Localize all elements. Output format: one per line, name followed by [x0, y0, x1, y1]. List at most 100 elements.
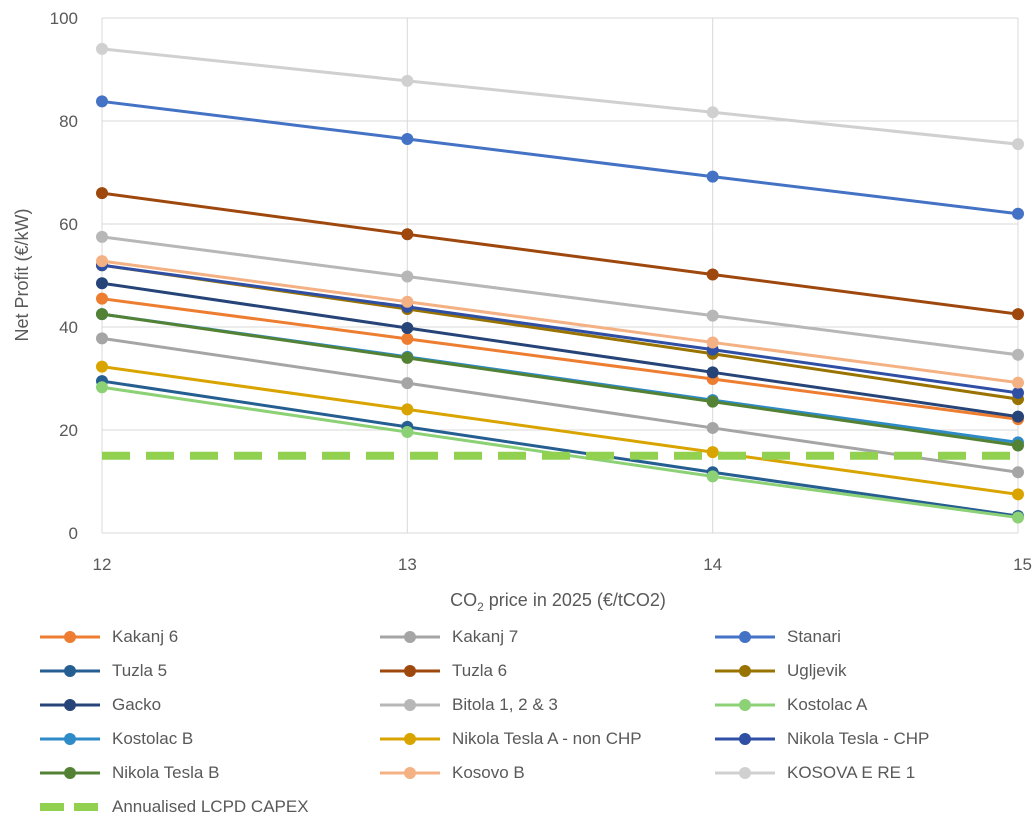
- legend-label: Kakanj 7: [452, 627, 519, 646]
- legend-swatch-marker: [404, 699, 416, 711]
- legend-swatch: [380, 631, 440, 643]
- y-tick-label: 60: [59, 215, 78, 234]
- legend-swatch: [715, 665, 775, 677]
- legend-item: Tuzla 6: [378, 658, 507, 684]
- y-tick-label: 40: [59, 318, 78, 337]
- legend-label: Tuzla 5: [112, 661, 168, 680]
- series-line: [101, 99, 1019, 216]
- legend-label: Nikola Tesla B: [112, 763, 220, 782]
- series-2: [96, 95, 1024, 220]
- legend-swatch: [40, 699, 100, 711]
- data-point: [401, 133, 414, 146]
- data-point: [706, 309, 719, 322]
- x-tick-label: 13: [398, 555, 417, 574]
- legend-item: Tuzla 5: [38, 658, 167, 684]
- data-point: [706, 421, 719, 434]
- legend-label: Kakanj 6: [112, 627, 179, 646]
- data-point: [1012, 138, 1024, 151]
- legend-item: Annualised LCPD CAPEX: [38, 794, 309, 820]
- legend-label: KOSOVA E RE 1: [787, 763, 916, 782]
- legend-swatch-marker: [64, 699, 76, 711]
- data-point: [1012, 466, 1024, 479]
- legend-swatch: [40, 665, 100, 677]
- y-tick-label: 0: [69, 524, 78, 543]
- legend-swatch: [380, 699, 440, 711]
- data-point: [96, 230, 108, 243]
- legend-swatch-marker: [739, 631, 751, 643]
- legend-item: Kakanj 7: [378, 624, 518, 650]
- legend-label: Annualised LCPD CAPEX: [112, 797, 309, 816]
- data-point: [401, 332, 414, 345]
- legend-item: Ugljevik: [713, 658, 847, 684]
- series-10: [96, 360, 1024, 501]
- data-point: [1012, 386, 1024, 399]
- series-line: [101, 191, 1019, 316]
- series-1: [96, 332, 1024, 479]
- y-tick-label: 80: [59, 112, 78, 131]
- data-point: [1012, 439, 1024, 452]
- data-point: [401, 228, 414, 241]
- data-point: [401, 295, 414, 308]
- data-point: [706, 470, 719, 483]
- series-line: [101, 259, 1019, 385]
- data-point: [401, 426, 414, 439]
- y-axis-title: Net Profit (€/kW): [12, 208, 32, 341]
- legend-label: Nikola Tesla - CHP: [787, 729, 930, 748]
- data-point: [1012, 376, 1024, 389]
- legend-swatch-marker: [739, 665, 751, 677]
- series-line: [101, 336, 1019, 474]
- x-axis-title-part: CO: [450, 590, 477, 610]
- legend-swatch-marker: [404, 767, 416, 779]
- legend-item: Kostolac B: [38, 726, 193, 752]
- series-line: [101, 263, 1019, 395]
- data-point: [96, 187, 108, 200]
- legend-item: Kakanj 6: [38, 624, 178, 650]
- data-point: [1012, 348, 1024, 361]
- legend-swatch-marker: [64, 767, 76, 779]
- legend-item: Nikola Tesla B: [38, 760, 219, 786]
- legend-swatch-marker: [739, 733, 751, 745]
- data-point: [706, 366, 719, 379]
- legend-label: Nikola Tesla A - non CHP: [452, 729, 642, 748]
- legend-label: Tuzla 6: [452, 661, 508, 680]
- axis-ticks: 0 20 40 60 80 100 12 13 14 15: [50, 9, 1032, 574]
- legend-swatch: [40, 767, 100, 779]
- data-point: [96, 292, 108, 305]
- data-point: [96, 381, 108, 394]
- legend-label: Gacko: [112, 695, 162, 714]
- legend-swatch-marker: [404, 733, 416, 745]
- data-point: [401, 270, 414, 283]
- legend-swatch-marker: [739, 767, 751, 779]
- legend-item: Gacko: [38, 692, 161, 718]
- legend-swatch-marker: [404, 665, 416, 677]
- data-point: [96, 95, 108, 108]
- data-point: [96, 360, 108, 373]
- data-point: [401, 351, 414, 364]
- legend-item: Nikola Tesla - CHP: [713, 726, 929, 752]
- data-point: [401, 377, 414, 390]
- data-point: [1012, 207, 1024, 220]
- data-point: [706, 446, 719, 459]
- legend-label: Ugljevik: [787, 661, 847, 680]
- data-point: [1012, 511, 1024, 524]
- series-7: [96, 230, 1024, 361]
- data-point: [96, 255, 108, 268]
- series-line: [101, 281, 1019, 419]
- legend-swatch: [380, 733, 440, 745]
- legend-swatch: [40, 803, 100, 811]
- legend-label: Kosovo B: [452, 763, 525, 782]
- legend-swatch: [715, 631, 775, 643]
- legend-swatch: [380, 665, 440, 677]
- x-axis-title-subscript: 2: [477, 600, 484, 614]
- series-line: [101, 47, 1019, 146]
- line-chart: 0 20 40 60 80 100 12 13 14 15 Net Profit (€/kW) C…: [12, 9, 1032, 614]
- x-axis-title: CO2 price in 2025 (€/tCO2): [450, 590, 666, 614]
- data-point: [706, 395, 719, 408]
- series-lines: [96, 42, 1024, 524]
- series-line: [101, 312, 1019, 447]
- x-tick-label: 14: [703, 555, 722, 574]
- legend-swatch-marker: [739, 699, 751, 711]
- series-line: [101, 379, 1019, 518]
- legend-item: Kostolac A: [713, 692, 867, 718]
- legend-swatch: [715, 699, 775, 711]
